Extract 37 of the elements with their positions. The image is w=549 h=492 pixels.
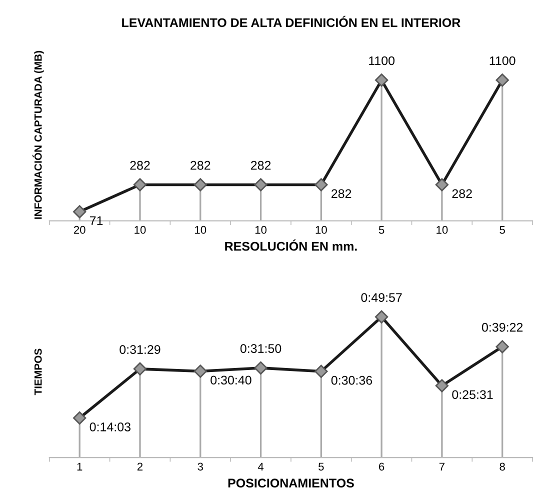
x-tick-label: 5 <box>500 226 505 234</box>
y-axis-title: TIEMPOS <box>34 348 42 396</box>
x-tick-label: 8 <box>500 462 505 471</box>
data-label: 282 <box>332 189 352 198</box>
data-label: 282 <box>250 160 271 170</box>
chart-title: LEVANTAMIENTO DE ALTA DEFINICIÓN EN EL INTERIOR <box>122 16 460 28</box>
x-tick-label: 4 <box>258 462 264 470</box>
x-axis-title: RESOLUCIÓN EN mm. <box>225 240 357 251</box>
x-tick-label: 7 <box>439 462 444 470</box>
data-label: 282 <box>452 189 472 198</box>
data-label: 1100 <box>369 56 395 66</box>
x-tick-label: 20 <box>74 226 86 234</box>
x-tick-label: 1 <box>77 462 82 470</box>
data-label: 282 <box>130 160 150 170</box>
data-label: 0:25:31 <box>452 390 493 400</box>
data-label: 282 <box>190 160 210 170</box>
x-tick-label: 10 <box>436 226 448 234</box>
data-label: 1100 <box>490 56 516 66</box>
data-label: 0:30:36 <box>331 376 372 385</box>
x-tick-label: 5 <box>318 462 324 471</box>
data-label: 0:39:22 <box>482 322 523 332</box>
data-label: 0:30:40 <box>210 376 252 385</box>
x-tick-label: 5 <box>378 226 384 234</box>
x-axis-title: POSICIONAMIENTOS <box>228 478 354 488</box>
data-label: 0:31:29 <box>120 345 160 354</box>
data-label: 0:31:50 <box>240 344 282 353</box>
x-tick-label: 6 <box>379 462 384 471</box>
x-tick-label: 3 <box>198 462 203 471</box>
x-tick-label: 10 <box>195 226 206 234</box>
data-label: 0:14:03 <box>90 422 130 432</box>
data-label: 0:49:57 <box>361 293 402 302</box>
x-tick-label: 10 <box>316 226 327 234</box>
data-label: 71 <box>90 216 103 225</box>
x-tick-label: 2 <box>137 462 143 470</box>
x-tick-label: 10 <box>134 226 146 234</box>
y-axis-title: INFORMACIÓN CAPTURADA (MB) <box>32 50 44 219</box>
x-tick-label: 10 <box>255 226 267 234</box>
